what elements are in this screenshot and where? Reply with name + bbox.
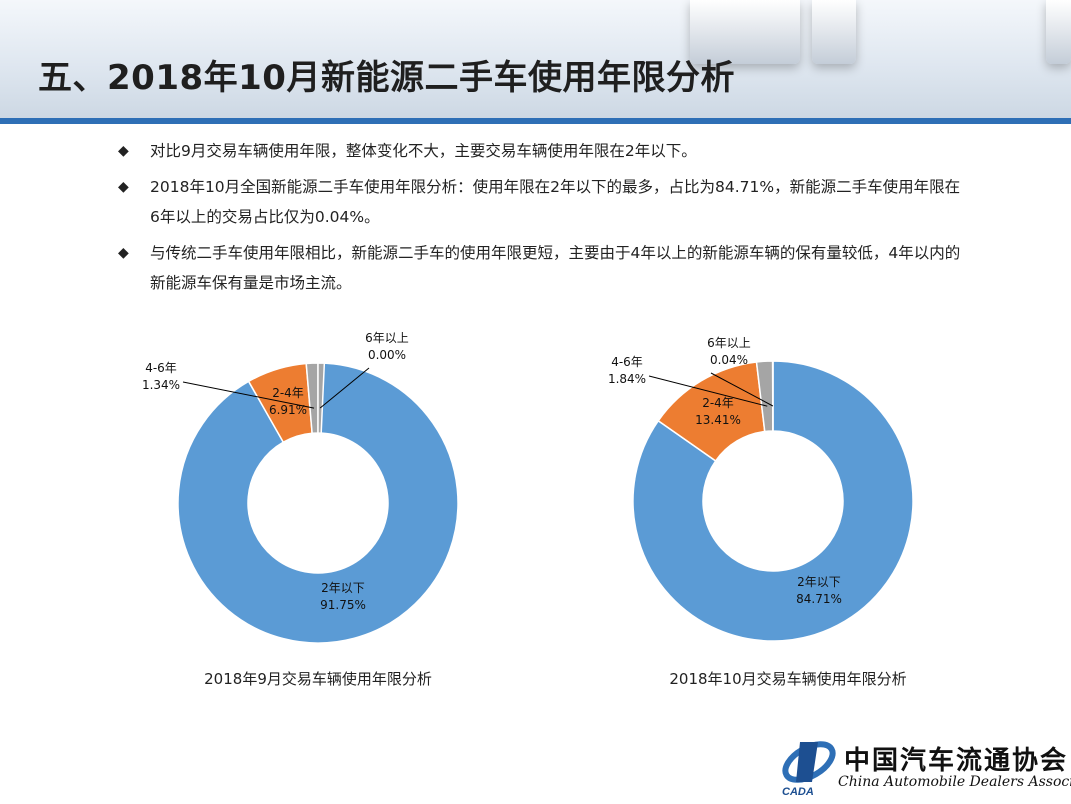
slice-over6 (317, 362, 326, 434)
header-accent-bar (0, 118, 1071, 124)
slice-label-value: 0.04% (710, 353, 748, 367)
slice-label-value: 13.41% (695, 413, 741, 427)
slice-label-name: 4-6年 (145, 361, 177, 375)
slice-label-value: 6.91% (269, 403, 307, 417)
bullet-item: 对比9月交易车辆使用年限，整体变化不大，主要交易车辆使用年限在2年以下。 (118, 136, 968, 166)
slice-label-name: 6年以上 (365, 331, 409, 345)
logo-abbr: CADA (782, 786, 814, 798)
slice-label-value: 1.34% (142, 378, 180, 392)
page-title: 五、2018年10月新能源二手车使用年限分析 (38, 58, 735, 98)
logo-name-en: China Automobile Dealers Association (838, 774, 1071, 790)
slice-label-name: 2-4年 (702, 396, 734, 410)
slice-label-name: 2-4年 (272, 386, 304, 400)
label-leader-line (182, 381, 315, 409)
decorative-cube (812, 0, 856, 64)
slice-under2 (177, 362, 459, 644)
slice-label-value: 0.00% (368, 348, 406, 362)
slice-label-name: 6年以上 (707, 336, 751, 350)
cada-logo: 中国汽车流通协会 China Automobile Dealers Associ… (778, 730, 1071, 804)
donut-chart-1: 2年以下 84.71% 2-4年 13.41% 4-6年 1.84% 6年以上 0.04% (608, 336, 914, 642)
header-banner: 五、2018年10月新能源二手车使用年限分析 (0, 0, 1071, 118)
chart-caption-sep: 2018年9月交易车辆使用年限分析 (204, 670, 432, 688)
label-leader-line (710, 372, 774, 407)
slice-under2 (632, 360, 914, 642)
slice-label-name: 2年以下 (321, 581, 365, 595)
bullet-list: 对比9月交易车辆使用年限，整体变化不大，主要交易车辆使用年限在2年以下。 201… (118, 136, 968, 304)
chart-caption-oct: 2018年10月交易车辆使用年限分析 (669, 670, 907, 688)
label-leader-line (648, 375, 768, 407)
cada-emblem-icon (782, 741, 836, 783)
slice-label-value: 84.71% (796, 592, 842, 606)
slice-label-name: 2年以下 (797, 575, 841, 589)
decorative-cube (690, 0, 800, 64)
bullet-item: 2018年10月全国新能源二手车使用年限分析：使用年限在2年以下的最多，占比为8… (118, 172, 968, 232)
slice-label-name: 4-6年 (611, 355, 643, 369)
bullet-item: 与传统二手车使用年限相比，新能源二手车的使用年限更短，主要由于4年以上的新能源车… (118, 238, 968, 298)
slice-label-value: 1.84% (608, 372, 646, 386)
decorative-cube (1046, 0, 1071, 64)
logo-name-cn: 中国汽车流通协会 (844, 746, 1069, 776)
label-leader-line (319, 367, 370, 409)
donut-chart-0: 2年以下 91.75% 2-4年 6.91% 4-6年 1.34% 6年以上 0.00% (142, 331, 459, 644)
slice-label-value: 91.75% (320, 598, 366, 612)
